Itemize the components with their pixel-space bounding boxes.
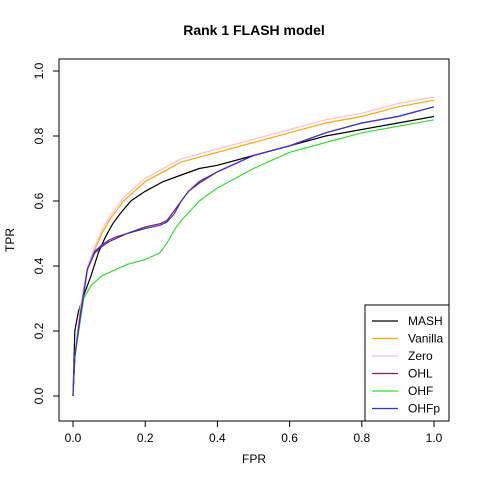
series-lines: [72, 96, 435, 397]
legend-label-ohf: OHF: [408, 384, 433, 398]
legend-box: [364, 304, 450, 422]
series-line-ohf: [72, 119, 435, 397]
y-tick-label: 0.8: [32, 127, 46, 144]
y-tick-label: 1.0: [32, 62, 46, 79]
y-axis: 0.0 0.2 0.4 0.6 0.8 1.0: [32, 62, 60, 404]
x-tick-label: 0.0: [65, 431, 82, 445]
legend: MASH Vanilla Zero OHL OHF OHFp: [364, 304, 450, 422]
x-tick-label: 0.2: [137, 431, 154, 445]
y-tick-label: 0.0: [32, 387, 46, 404]
legend-label-ohl: OHL: [408, 367, 433, 381]
x-axis-label: FPR: [242, 452, 266, 466]
chart-title: Rank 1 FLASH model: [183, 22, 325, 38]
legend-label-mash: MASH: [408, 314, 443, 328]
x-tick-label: 0.4: [209, 431, 226, 445]
legend-label-zero: Zero: [408, 349, 433, 363]
legend-label-vanilla: Vanilla: [408, 332, 443, 346]
x-tick-label: 1.0: [426, 431, 443, 445]
y-tick-label: 0.2: [32, 322, 46, 339]
y-tick-label: 0.6: [32, 192, 46, 209]
series-line-mash: [72, 115, 435, 397]
y-tick-label: 0.4: [32, 257, 46, 274]
x-tick-label: 0.8: [353, 431, 370, 445]
series-line-zero: [72, 96, 435, 397]
legend-label-ohfp: OHFp: [408, 402, 440, 416]
x-tick-label: 0.6: [281, 431, 298, 445]
series-line-ohfp: [72, 106, 435, 397]
y-axis-label: TPR: [3, 228, 17, 252]
